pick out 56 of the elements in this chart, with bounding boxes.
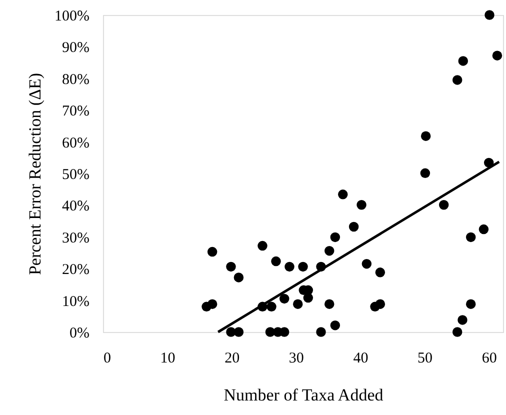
y-tick-label: 100% bbox=[54, 8, 90, 24]
point bbox=[420, 131, 431, 141]
x-tick-label: 20 bbox=[224, 350, 240, 366]
point bbox=[466, 232, 476, 242]
point bbox=[375, 268, 386, 278]
y-tick-label: 60% bbox=[62, 135, 90, 152]
point bbox=[234, 327, 244, 337]
point bbox=[458, 315, 468, 325]
point bbox=[452, 327, 462, 337]
point bbox=[226, 262, 236, 272]
point bbox=[492, 50, 502, 60]
point bbox=[375, 299, 386, 309]
point bbox=[420, 168, 430, 178]
point bbox=[438, 200, 449, 210]
y-tick-label: 10% bbox=[62, 294, 90, 310]
y-tick-label: 30% bbox=[62, 230, 90, 246]
x-axis-title: Number of Taxa Added bbox=[224, 386, 384, 404]
point bbox=[362, 258, 372, 269]
point bbox=[207, 299, 218, 309]
point bbox=[271, 256, 281, 266]
point bbox=[284, 262, 294, 272]
y-tick-label: 50% bbox=[62, 167, 90, 183]
point bbox=[484, 10, 494, 20]
point bbox=[279, 294, 290, 304]
point bbox=[452, 75, 462, 85]
point bbox=[338, 190, 348, 200]
y-tick-label: 70% bbox=[62, 104, 90, 120]
x-tick-label: 10 bbox=[160, 350, 176, 366]
point bbox=[258, 240, 268, 251]
point bbox=[324, 299, 334, 309]
point bbox=[266, 302, 276, 312]
point bbox=[298, 262, 308, 272]
point bbox=[324, 246, 334, 256]
point bbox=[356, 200, 366, 210]
point bbox=[292, 299, 303, 309]
point bbox=[234, 272, 244, 282]
point bbox=[207, 246, 218, 257]
y-tick-label: 90% bbox=[62, 40, 90, 56]
point bbox=[303, 292, 314, 303]
point bbox=[348, 222, 359, 232]
x-tick-label: 40 bbox=[353, 350, 368, 366]
point bbox=[478, 224, 489, 234]
y-tick-label: 20% bbox=[62, 262, 90, 278]
point bbox=[458, 56, 468, 66]
x-tick-label: 50 bbox=[418, 350, 433, 366]
y-tick-label: 0% bbox=[70, 326, 90, 342]
x-tick-label: 30 bbox=[288, 350, 304, 366]
point bbox=[330, 320, 340, 330]
point bbox=[466, 299, 476, 309]
y-tick-label: 80% bbox=[62, 72, 90, 88]
y-tick-label: 40% bbox=[62, 198, 90, 215]
x-tick-label: 0 bbox=[104, 350, 111, 366]
point bbox=[330, 232, 340, 242]
x-tick-label: 60 bbox=[482, 350, 497, 366]
y-axis-title: Percent Error Reduction (ΔE) bbox=[26, 72, 45, 276]
point bbox=[316, 327, 326, 337]
